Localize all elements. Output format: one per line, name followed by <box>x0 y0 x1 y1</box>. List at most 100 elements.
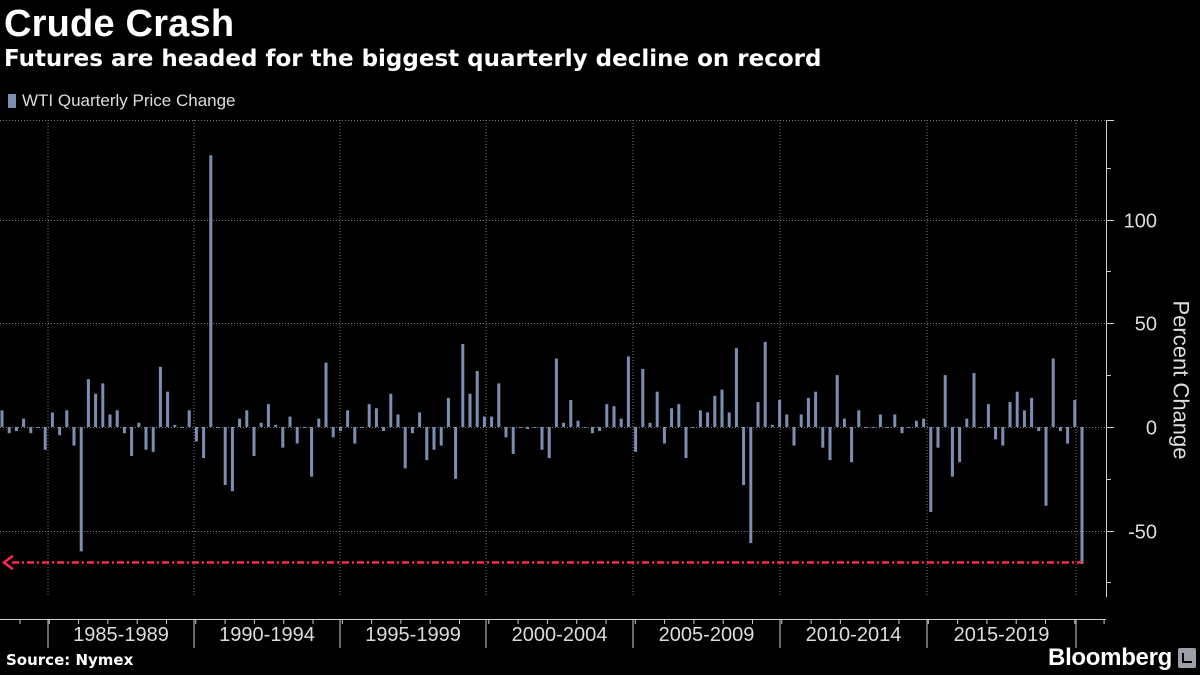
axis-layer: -50 0 50 100 1985-1989 1990-1994 1995-1999 2000… <box>0 120 1157 648</box>
bar <box>583 426 587 428</box>
bar <box>1001 426 1005 446</box>
arrow-left-icon <box>1 555 14 570</box>
bar <box>245 410 249 427</box>
x-tick-label: 2000-2004 <box>512 624 608 646</box>
bar <box>727 412 731 427</box>
legend-label: WTI Quarterly Price Change <box>22 91 236 110</box>
bar <box>209 155 213 427</box>
bar <box>814 391 818 427</box>
bar <box>720 389 724 427</box>
bar <box>756 402 760 427</box>
bar <box>504 426 508 438</box>
bar <box>598 426 602 432</box>
bar <box>526 426 530 430</box>
bar <box>295 426 299 444</box>
bar <box>36 426 40 428</box>
bar <box>230 426 234 492</box>
source-note: Source: Nymex <box>6 651 134 669</box>
bar <box>533 426 537 428</box>
bar <box>187 410 191 427</box>
bar <box>511 426 515 454</box>
bar <box>418 412 422 427</box>
bar <box>742 426 746 486</box>
bar <box>842 418 846 427</box>
bar <box>821 426 825 448</box>
bar <box>634 426 638 452</box>
bar <box>900 426 904 434</box>
bar <box>799 414 803 427</box>
bar <box>806 397 810 427</box>
bar <box>86 379 90 427</box>
bar <box>914 420 918 427</box>
bar <box>562 422 566 427</box>
bar <box>958 426 962 463</box>
bar <box>259 422 263 427</box>
bar <box>173 424 177 427</box>
bar <box>288 416 292 427</box>
bar <box>670 408 674 427</box>
bar <box>194 426 198 442</box>
bar <box>641 368 645 427</box>
bar <box>94 393 98 427</box>
bar <box>0 410 4 427</box>
bar <box>965 418 969 427</box>
bar <box>338 426 342 432</box>
bar <box>943 375 947 427</box>
bar <box>382 426 386 432</box>
chart-title: Crude Crash <box>4 3 235 45</box>
bar <box>158 366 162 427</box>
bar <box>1051 358 1055 427</box>
bar <box>14 426 18 432</box>
bar <box>785 414 789 427</box>
x-tick-label: 2005-2009 <box>659 624 755 646</box>
bar <box>1030 397 1034 427</box>
bar <box>360 426 364 428</box>
bar <box>994 426 998 440</box>
bar <box>950 426 954 477</box>
bar <box>281 426 285 448</box>
bar <box>389 393 393 427</box>
bar <box>274 424 278 427</box>
bar <box>677 404 681 427</box>
bar <box>1066 426 1070 444</box>
y-tick-label: 50 <box>1135 314 1157 336</box>
bar <box>144 426 148 450</box>
bar <box>425 426 429 461</box>
bar <box>202 426 206 459</box>
x-tick-label: 1985-1989 <box>73 624 169 646</box>
legend: WTI Quarterly Price Change <box>8 91 236 111</box>
bar <box>50 412 54 427</box>
y-tick-label: -50 <box>1128 522 1157 544</box>
bar <box>223 426 227 486</box>
bar <box>317 418 321 427</box>
bar <box>410 426 414 434</box>
bar <box>734 348 738 427</box>
bar <box>972 373 976 427</box>
bar <box>216 426 220 428</box>
bar <box>58 426 62 436</box>
bar <box>252 426 256 456</box>
bar <box>929 426 933 512</box>
bar <box>65 410 69 427</box>
bar <box>979 426 983 428</box>
bar <box>662 426 666 444</box>
bar <box>684 426 688 459</box>
bar <box>1058 426 1062 432</box>
bar <box>554 358 558 427</box>
legend-swatch <box>8 94 16 108</box>
bar <box>907 426 911 428</box>
bar <box>475 370 479 427</box>
y-tick-label: 100 <box>1124 211 1157 233</box>
bar <box>72 426 76 446</box>
bar <box>540 426 544 450</box>
bar <box>1008 402 1012 427</box>
x-tick-label: 1995-1999 <box>365 624 461 646</box>
x-tick-label: 2010-2014 <box>806 624 902 646</box>
bar <box>238 418 242 427</box>
annotation-layer <box>1 555 1082 570</box>
bar <box>835 375 839 427</box>
y-axis-title: Percent Change <box>1168 300 1193 460</box>
bar <box>1015 391 1019 427</box>
bar <box>346 410 350 427</box>
bar <box>655 391 659 427</box>
